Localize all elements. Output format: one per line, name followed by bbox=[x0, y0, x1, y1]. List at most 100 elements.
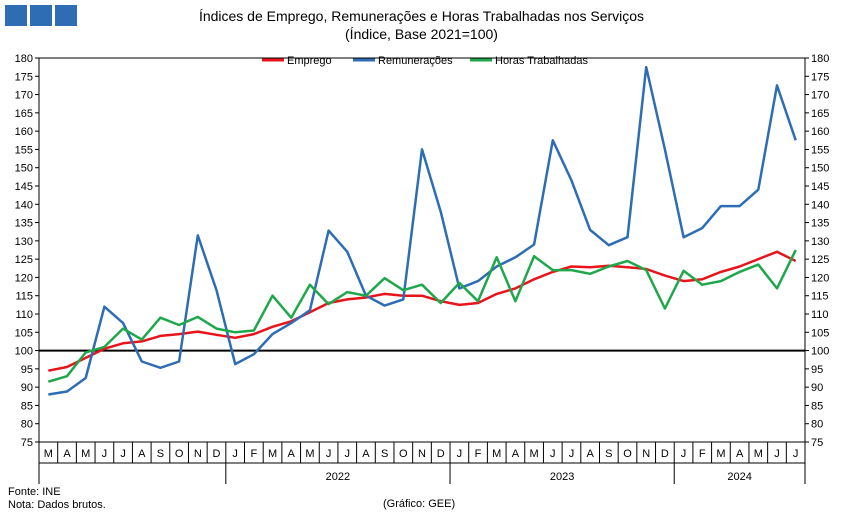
x-tick-label: S bbox=[381, 448, 388, 460]
y-tick-label-right: 170 bbox=[811, 90, 829, 102]
chart-title-block: Índices de Emprego, Remunerações e Horas… bbox=[0, 7, 843, 43]
x-tick-label: J bbox=[774, 448, 780, 460]
y-tick-label-left: 105 bbox=[15, 327, 33, 339]
y-tick-label-right: 130 bbox=[811, 236, 829, 248]
legend-label-emprego: Emprego bbox=[287, 55, 332, 67]
y-tick-label-left: 85 bbox=[21, 400, 33, 412]
x-tick-label: A bbox=[586, 448, 594, 460]
x-tick-label: S bbox=[157, 448, 164, 460]
x-tick-label: O bbox=[175, 448, 184, 460]
y-tick-label-left: 175 bbox=[15, 71, 33, 83]
x-tick-label: F bbox=[699, 448, 706, 460]
x-tick-label: F bbox=[475, 448, 482, 460]
y-tick-label-right: 145 bbox=[811, 181, 829, 193]
y-tick-label-right: 90 bbox=[811, 382, 823, 394]
x-tick-label: M bbox=[716, 448, 725, 460]
y-tick-label-left: 140 bbox=[15, 199, 33, 211]
x-tick-label: N bbox=[194, 448, 202, 460]
x-tick-label: A bbox=[63, 448, 71, 460]
data-note: Nota: Dados brutos. bbox=[8, 499, 106, 511]
x-tick-label: D bbox=[437, 448, 445, 460]
series-line-emprego bbox=[48, 250, 797, 372]
x-tick-label: J bbox=[345, 448, 351, 460]
y-tick-label-left: 80 bbox=[21, 419, 33, 431]
y-tick-label-right: 165 bbox=[811, 108, 829, 120]
x-tick-label: J bbox=[550, 448, 556, 460]
y-tick-label-right: 80 bbox=[811, 419, 823, 431]
logo-block-2 bbox=[30, 5, 52, 26]
x-tick-label: A bbox=[288, 448, 296, 460]
year-label: 2022 bbox=[326, 471, 350, 483]
y-tick-label-right: 140 bbox=[811, 199, 829, 211]
y-tick-label-right: 120 bbox=[811, 272, 829, 284]
y-tick-label-left: 180 bbox=[15, 53, 33, 65]
y-tick-label-left: 160 bbox=[15, 126, 33, 138]
x-tick-label: N bbox=[418, 448, 426, 460]
y-tick-label-left: 135 bbox=[15, 218, 33, 230]
legend-label-horas-trabalhadas: Horas Trabalhadas bbox=[495, 55, 588, 67]
y-tick-label-right: 85 bbox=[811, 400, 823, 412]
y-tick-label-right: 115 bbox=[811, 291, 829, 303]
y-tick-label-right: 135 bbox=[811, 218, 829, 230]
y-tick-label-left: 120 bbox=[15, 272, 33, 284]
year-label: 2024 bbox=[727, 471, 751, 483]
chart-credit: (Gráfico: GEE) bbox=[383, 498, 456, 510]
y-tick-label-right: 160 bbox=[811, 126, 829, 138]
y-tick-label-left: 130 bbox=[15, 236, 33, 248]
y-tick-label-left: 165 bbox=[15, 108, 33, 120]
x-tick-label: A bbox=[512, 448, 520, 460]
legend-label-remuneracoes: Remunerações bbox=[378, 55, 453, 67]
chart-title: Índices de Emprego, Remunerações e Horas… bbox=[198, 8, 645, 24]
x-tick-label: A bbox=[736, 448, 744, 460]
y-tick-label-right: 105 bbox=[811, 327, 829, 339]
y-tick-label-left: 170 bbox=[15, 90, 33, 102]
x-tick-label: J bbox=[326, 448, 332, 460]
y-tick-label-left: 90 bbox=[21, 382, 33, 394]
x-tick-label: J bbox=[569, 448, 575, 460]
x-tick-label: J bbox=[457, 448, 463, 460]
y-tick-label-left: 150 bbox=[15, 163, 33, 175]
x-tick-label: J bbox=[232, 448, 238, 460]
plot-frame bbox=[38, 57, 806, 443]
y-tick-label-left: 95 bbox=[21, 364, 33, 376]
y-tick-label-left: 100 bbox=[15, 346, 33, 358]
x-tick-label: F bbox=[250, 448, 257, 460]
source-note: Fonte: INE bbox=[8, 486, 61, 498]
x-tick-label: J bbox=[681, 448, 687, 460]
series-line-remuneracoes bbox=[48, 65, 797, 396]
y-tick-label-left: 110 bbox=[15, 309, 33, 321]
y-tick-label-left: 115 bbox=[15, 291, 33, 303]
x-tick-label: A bbox=[138, 448, 146, 460]
y-tick-label-right: 175 bbox=[811, 71, 829, 83]
x-tick-label: M bbox=[530, 448, 539, 460]
y-tick-label-right: 110 bbox=[811, 309, 829, 321]
y-tick-label-right: 155 bbox=[811, 144, 829, 156]
logo-block-1 bbox=[5, 5, 27, 26]
x-tick-label: N bbox=[642, 448, 650, 460]
x-tick-label: M bbox=[81, 448, 90, 460]
series-line-horas-trabalhadas bbox=[47, 249, 797, 383]
y-tick-label-left: 125 bbox=[15, 254, 33, 266]
logo-block-3 bbox=[55, 5, 77, 26]
y-tick-label-left: 155 bbox=[15, 144, 33, 156]
x-tick-label: D bbox=[661, 448, 669, 460]
year-label: 2023 bbox=[550, 471, 574, 483]
x-tick-label: A bbox=[362, 448, 370, 460]
y-tick-label-right: 95 bbox=[811, 364, 823, 376]
y-tick-label-right: 100 bbox=[811, 346, 829, 358]
x-tick-label: S bbox=[605, 448, 612, 460]
x-tick-label: O bbox=[623, 448, 632, 460]
chart-subtitle: (Índice, Base 2021=100) bbox=[345, 26, 498, 42]
y-tick-label-right: 75 bbox=[811, 437, 823, 449]
x-tick-label: M bbox=[305, 448, 314, 460]
y-tick-label-right: 180 bbox=[811, 53, 829, 65]
x-tick-label: M bbox=[754, 448, 763, 460]
x-tick-label: J bbox=[120, 448, 126, 460]
y-tick-label-left: 145 bbox=[15, 181, 33, 193]
x-tick-label: O bbox=[399, 448, 408, 460]
gee-logo bbox=[5, 5, 77, 26]
x-tick-label: M bbox=[492, 448, 501, 460]
x-tick-label: J bbox=[793, 448, 799, 460]
x-tick-label: D bbox=[213, 448, 221, 460]
